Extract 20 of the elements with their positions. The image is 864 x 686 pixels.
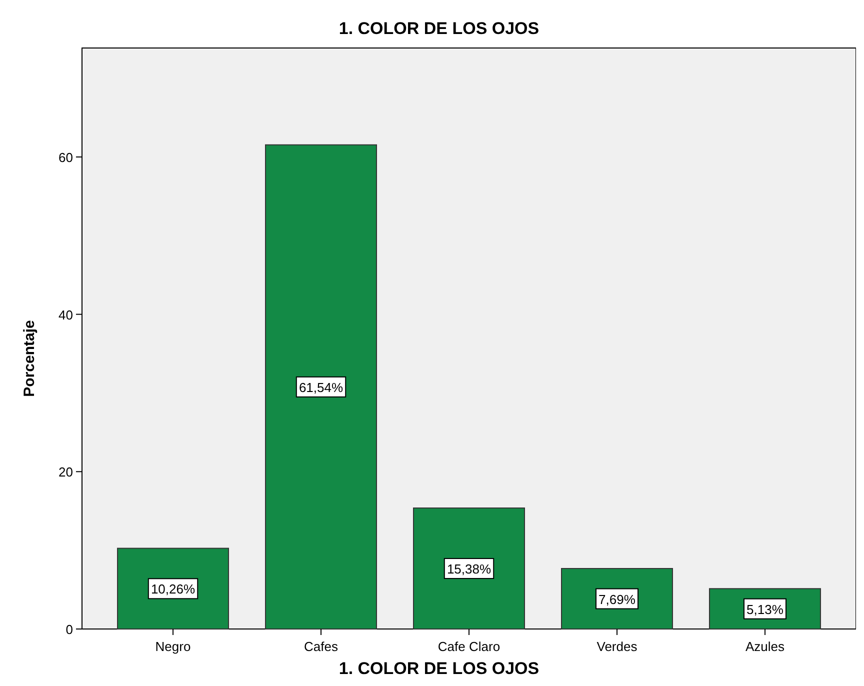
data-label: 15,38% [446,562,492,576]
x-tick-label: Cafe Claro [438,639,500,654]
data-label: 10,26% [150,582,196,597]
data-label: 61,54% [298,380,344,395]
bar [265,144,378,630]
data-label: 7,69% [598,592,636,607]
x-tick-label: Cafes [304,639,338,654]
x-tick-label: Verdes [596,639,638,654]
x-tick-label: Negro [155,639,191,654]
data-label: 5,13% [746,602,784,617]
y-tick-label: 0 [66,622,73,637]
bar [117,548,230,630]
bar [413,508,525,630]
x-axis-title: 1. COLOR DE LOS OJOS [338,659,540,678]
chart-title: 1. COLOR DE LOS OJOS [338,19,540,38]
y-tick-label: 60 [58,150,73,165]
y-tick-label: 40 [58,307,73,322]
y-tick-label: 20 [58,464,73,480]
x-tick-label: Azules [745,639,785,654]
y-axis-title: Porcentaje [21,320,38,397]
